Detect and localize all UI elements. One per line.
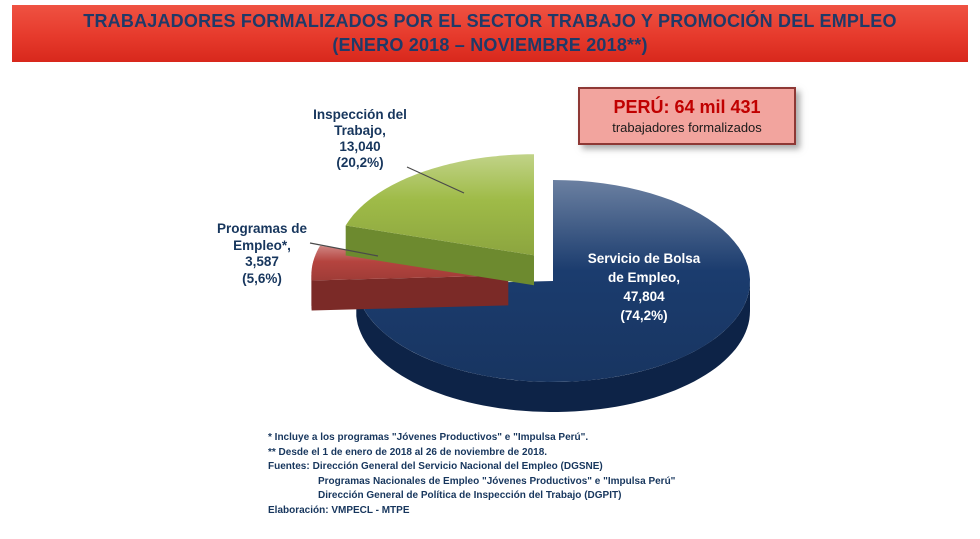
callout-line: Programas de	[216, 221, 308, 236]
callout-programas-de-empleo: Programas de Empleo*, 3,587 (5,6%)	[190, 221, 334, 287]
summary-title: PERÚ: 64 mil 431	[613, 97, 761, 117]
footnote-note-2: ** Desde el 1 de enero de 2018 al 26 de …	[268, 446, 548, 458]
footnote-source-3: Dirección General de Política de Inspecc…	[318, 490, 622, 501]
footnote-source-2: Programas Nacionales de Empleo "Jóvenes …	[318, 475, 676, 487]
page-title-line1: TRABAJADORES FORMALIZADOS POR EL SECTOR …	[83, 11, 897, 31]
callout-value: 3,587	[245, 254, 279, 269]
callout-line: Trabajo,	[334, 123, 386, 138]
footnote-sources: Fuentes: Dirección General del Servicio N…	[268, 460, 675, 475]
pie-slice-servicio-de-bolsa-de-empleo	[356, 180, 750, 382]
pie-slice-side-programas-de-empleo	[311, 275, 509, 311]
footnote-note-1: * Incluye a los programas "Jóvenes Produ…	[268, 432, 589, 443]
footnote-elaboracion: Elaboración: VMPECL - MTPE	[268, 504, 410, 516]
footnote-source-1: Dirección General del Servicio Nacional …	[312, 461, 603, 472]
leader-line	[309, 242, 379, 257]
callout-value: 13,040	[339, 139, 381, 154]
callout-line: Empleo*,	[233, 237, 291, 253]
callout-percent: (20,2%)	[336, 155, 384, 170]
callout-line: de Empleo,	[607, 270, 680, 285]
pie-slice-side-inspeccion-del-trabajo	[345, 225, 534, 286]
callout-line: Inspección del	[313, 107, 407, 122]
leader-line	[406, 166, 465, 194]
header-bar: TRABAJADORES FORMALIZADOS POR EL SECTOR …	[12, 5, 968, 62]
footnotes: * Incluye a los programas "Jóvenes Produ…	[268, 431, 675, 518]
callout-value: 47,804	[623, 289, 665, 304]
callout-line: Servicio de Bolsa	[587, 251, 701, 266]
callout-percent: (74,2%)	[620, 308, 668, 323]
summary-subtitle: trabajadores formalizados	[612, 120, 762, 135]
callout-inspeccion-del-trabajo: Inspección del Trabajo, 13,040 (20,2%)	[278, 107, 442, 171]
summary-box: PERÚ: 64 mil 431 trabajadores formalizad…	[578, 87, 796, 145]
callout-servicio-de-bolsa-de-empleo: Servicio de Bolsa de Empleo, 47,804 (74,…	[564, 249, 724, 325]
callout-percent: (5,6%)	[242, 270, 282, 286]
footnote-sources-label: Fuentes:	[268, 461, 310, 472]
page-title-line2: (ENERO 2018 – NOVIEMBRE 2018**)	[332, 35, 648, 55]
pie-slice-rim-servicio-de-bolsa-de-empleo	[356, 281, 750, 412]
pie-slice-inspeccion-del-trabajo	[345, 154, 534, 256]
